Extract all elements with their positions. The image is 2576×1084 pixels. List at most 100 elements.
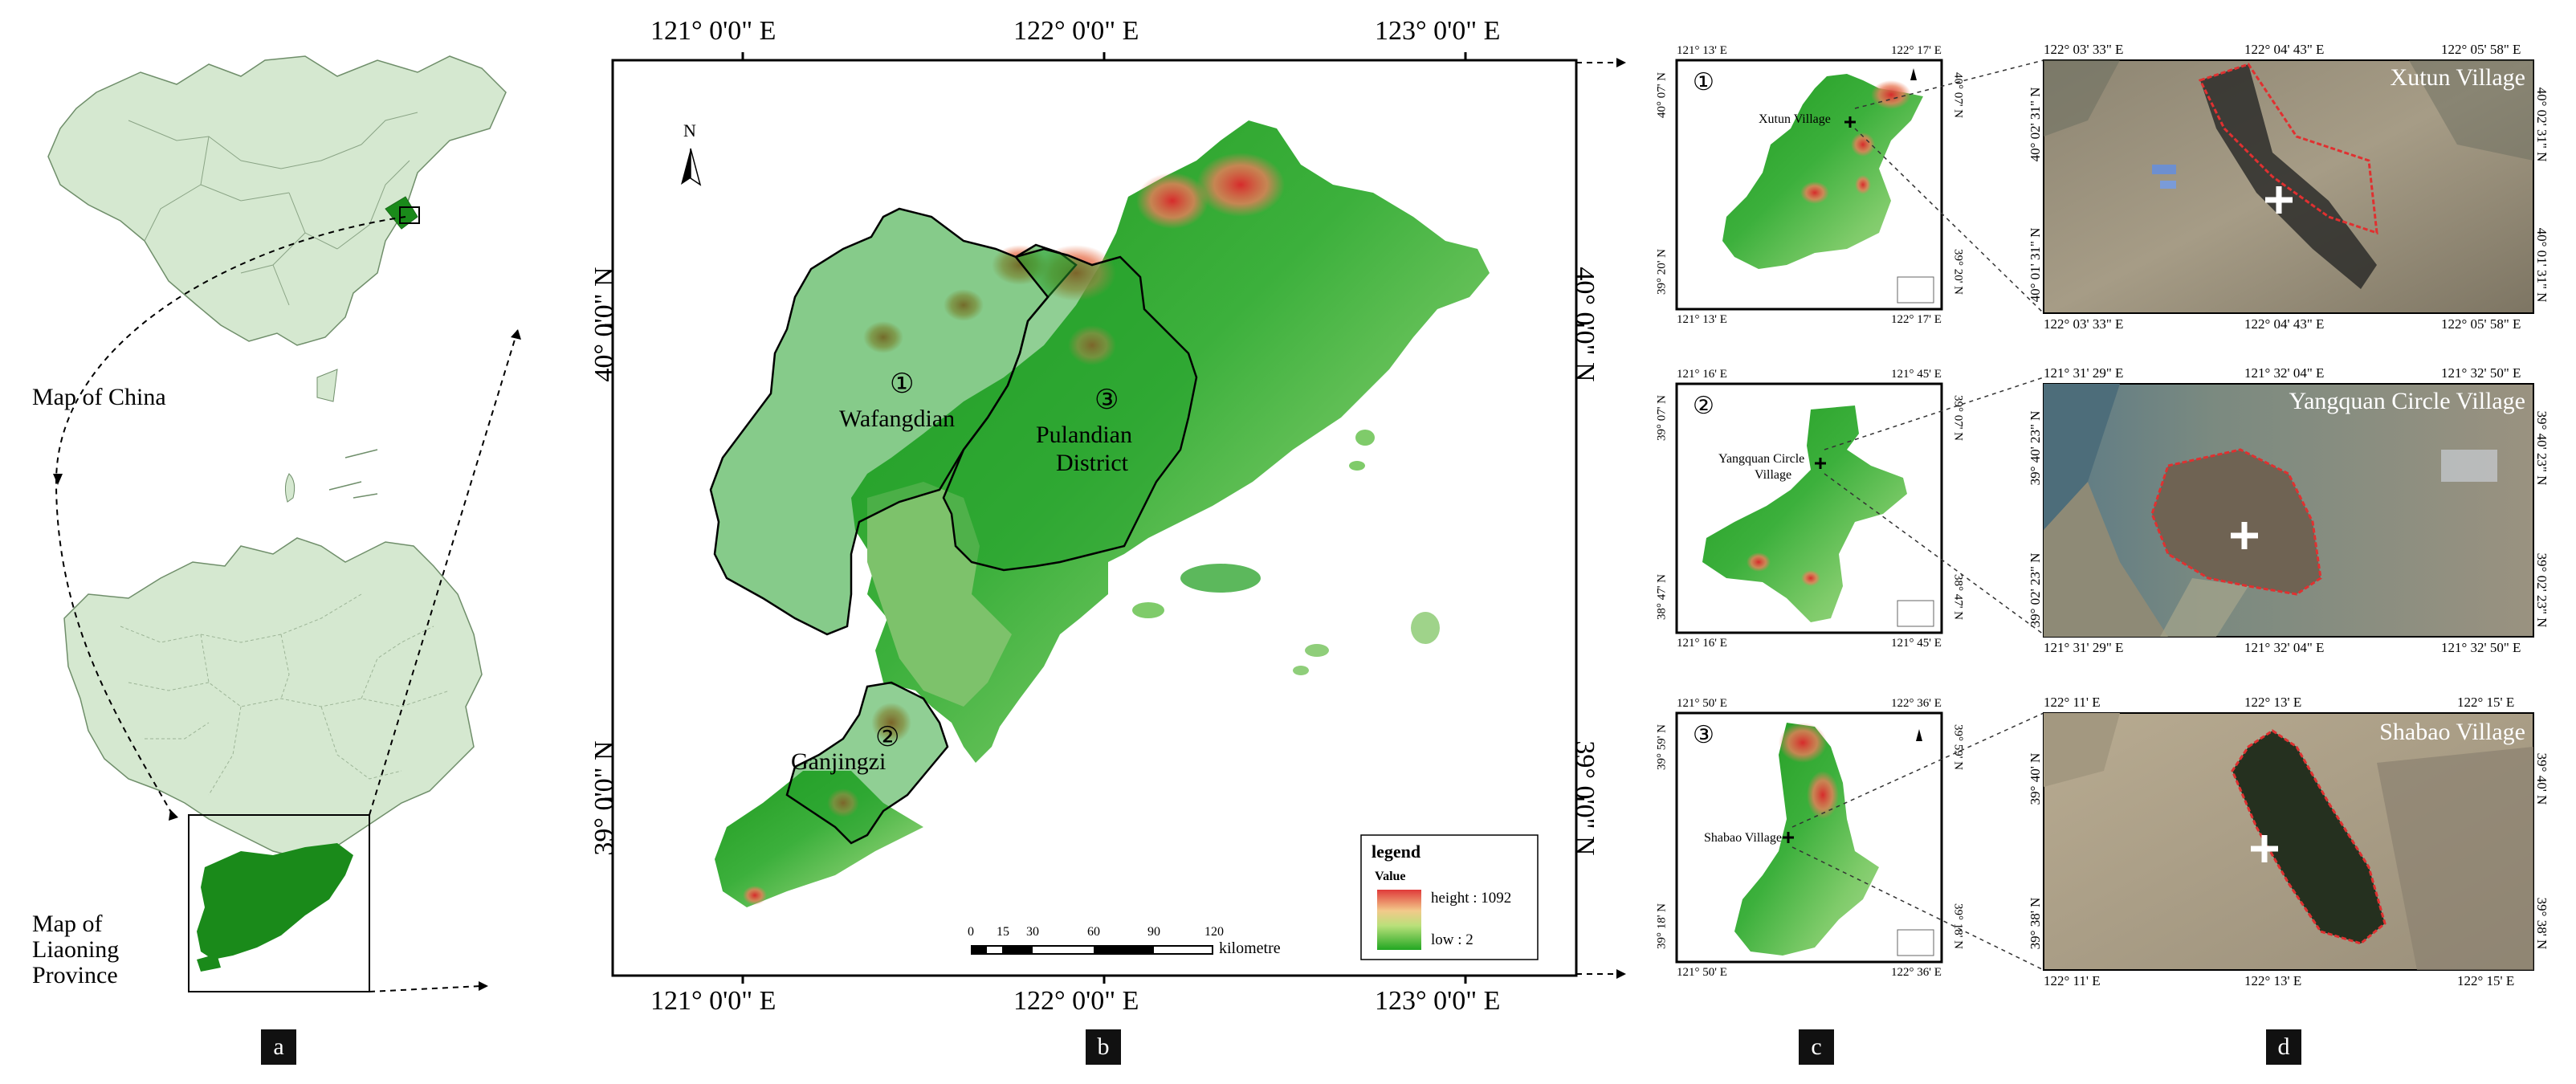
china-map [47, 55, 507, 503]
inset2-left-top: 39° 07' N [1655, 394, 1669, 442]
inset3-right-bottom: 39° 18' N [1951, 903, 1965, 950]
scale-bar [971, 945, 1213, 955]
sat3-left-0: 39° 40' N [2028, 752, 2043, 805]
sat1-right-1: 40° 01' 31" N [2534, 227, 2550, 303]
sat2-bottom-2: 121° 32' 50" E [2441, 640, 2521, 655]
legend-value-label: Value [1375, 870, 1406, 883]
inset2-number: ② [1693, 393, 1714, 419]
inset3-left-top: 39° 59' N [1655, 723, 1669, 771]
district-num-wafangdian: ① [890, 369, 915, 399]
sat3-bottom-2: 122° 15' E [2457, 973, 2515, 988]
sat1-top-2: 122° 05' 58" E [2441, 42, 2521, 57]
scale-tick-15: 15 [997, 925, 1009, 939]
legend-gradient [1377, 890, 1421, 950]
district-name-pulandian-2: District [1056, 450, 1128, 476]
inset2-top-left: 121° 16' E [1677, 368, 1727, 381]
inset1-left-bottom: 39° 20' N [1655, 248, 1669, 295]
district-name-wafangdian: Wafangdian [839, 405, 956, 432]
liaoning-label-line-2: Liaoning [32, 936, 120, 963]
scale-unit: kilometre [1219, 939, 1281, 957]
scale-tick-90: 90 [1147, 925, 1160, 939]
sat3-top-0: 122° 11' E [2044, 695, 2101, 710]
north-label: N [683, 120, 696, 141]
inset2-right-top: 39° 07' N [1951, 394, 1965, 442]
satellite-image-2 [2043, 383, 2534, 638]
scale-tick-60: 60 [1087, 925, 1100, 939]
legend-title: legend [1372, 842, 1421, 862]
inset3-number: ③ [1693, 722, 1714, 748]
district-name-ganjingzi: Ganjingzi [791, 748, 887, 775]
sat3-right-1: 39° 38' N [2534, 897, 2550, 950]
liaoning-map-label: Map of Liaoning Province [32, 911, 119, 988]
inset1-village: Xutun Village [1759, 112, 1831, 126]
sat2-left-1: 39° 02' 23" N [2028, 552, 2043, 628]
inset1-bottom-right: 122° 17' E [1891, 313, 1942, 326]
left-tick-40: 40° 0'0" N [589, 267, 619, 382]
sat3-top-1: 122° 13' E [2244, 695, 2302, 710]
sat3-left-1: 39° 38' N [2028, 897, 2043, 950]
inset1-top-left: 121° 13' E [1677, 44, 1727, 57]
sat1-bottom-1: 122° 04' 43" E [2244, 316, 2325, 332]
right-tick-39: 39° 0'0" N [1570, 740, 1600, 856]
china-map-label: Map of China [32, 384, 166, 410]
sat3-bottom-1: 122° 13' E [2244, 973, 2302, 988]
sat3-bottom-0: 122° 11' E [2044, 973, 2101, 988]
sat1-right-0: 40° 02' 31" N [2534, 87, 2550, 162]
sat2-title: Yangquan Circle Village [2289, 388, 2525, 414]
panel-label-b: b [1086, 1029, 1121, 1065]
inset2-bottom-left: 121° 16' E [1677, 637, 1727, 650]
sat3-top-2: 122° 15' E [2457, 695, 2515, 710]
sat3-title: Shabao Village [2379, 719, 2525, 745]
inset3-bottom-right: 122° 36' E [1891, 966, 1942, 979]
top-tick-121: 121° 0'0" E [650, 16, 776, 46]
bottom-tick-121: 121° 0'0" E [650, 986, 776, 1016]
legend-low: low : 2 [1431, 931, 1473, 948]
district-num-ganjingzi: ② [875, 723, 900, 752]
inset3-bottom-left: 121° 50' E [1677, 966, 1727, 979]
top-tick-123: 123° 0'0" E [1375, 16, 1501, 46]
panel-label-c: c [1799, 1029, 1834, 1065]
inset1-left-top: 40° 07' N [1655, 71, 1669, 119]
sat2-right-0: 39° 40' 23" N [2534, 410, 2550, 486]
inset2-top-right: 121° 45' E [1891, 368, 1942, 381]
inset1-number: ① [1693, 69, 1714, 96]
inset1-right-top: 40° 07' N [1951, 71, 1965, 119]
right-tick-40: 40° 0'0" N [1570, 267, 1600, 382]
district-name-pulandian: Pulandian [1036, 422, 1132, 448]
top-tick-122: 122° 0'0" E [1013, 16, 1139, 46]
sat2-right-1: 39° 02' 23" N [2534, 552, 2550, 628]
north-arrow [681, 148, 702, 186]
inset1-right-bottom: 39° 20' N [1951, 248, 1965, 295]
inset3-right-top: 39° 59' N [1951, 723, 1965, 771]
inset-map-2 [1675, 382, 1943, 634]
inset3-top-right: 122° 36' E [1891, 697, 1942, 710]
sat1-title: Xutun Village [2390, 64, 2525, 91]
sat1-top-0: 122° 03' 33" E [2044, 42, 2124, 57]
sat1-left-1: 40° 01' 31" N [2028, 227, 2043, 303]
sat2-left-0: 39° 40' 23" N [2028, 410, 2043, 486]
sat2-bottom-0: 121° 31' 29" E [2044, 640, 2124, 655]
bottom-tick-123: 123° 0'0" E [1375, 986, 1501, 1016]
inset3-top-left: 121° 50' E [1677, 697, 1727, 710]
inset1-top-right: 122° 17' E [1891, 44, 1942, 57]
legend-high: height : 1092 [1431, 890, 1512, 907]
scale-tick-120: 120 [1204, 925, 1224, 939]
inset-map-1 [1675, 59, 1943, 311]
liaoning-label-line-3: Province [32, 962, 118, 988]
scale-tick-30: 30 [1026, 925, 1039, 939]
bottom-tick-122: 122° 0'0" E [1013, 986, 1139, 1016]
sat1-top-1: 122° 04' 43" E [2244, 42, 2325, 57]
liaoning-map [63, 537, 483, 992]
inset2-right-bottom: 38° 47' N [1951, 573, 1965, 621]
district-num-pulandian: ③ [1094, 385, 1119, 415]
sat1-bottom-0: 122° 03' 33" E [2044, 316, 2124, 332]
connector-arc [55, 216, 406, 816]
sat1-bottom-2: 122° 05' 58" E [2441, 316, 2521, 332]
sat2-bottom-1: 121° 32' 04" E [2244, 640, 2325, 655]
satellite-image-3 [2043, 712, 2534, 971]
scale-tick-0: 0 [968, 925, 974, 939]
sat3-right-0: 39° 40' N [2534, 752, 2550, 805]
sat2-top-0: 121° 31' 29" E [2044, 365, 2124, 381]
sat1-left-0: 40° 02' 31" N [2028, 87, 2043, 162]
